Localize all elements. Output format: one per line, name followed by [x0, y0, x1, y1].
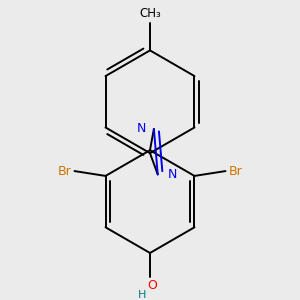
Text: H: H	[138, 290, 146, 300]
Text: O: O	[147, 279, 157, 292]
Text: N: N	[137, 122, 146, 135]
Text: Br: Br	[58, 165, 72, 178]
Text: N: N	[167, 168, 177, 181]
Text: Br: Br	[228, 165, 242, 178]
Text: CH₃: CH₃	[139, 8, 161, 20]
